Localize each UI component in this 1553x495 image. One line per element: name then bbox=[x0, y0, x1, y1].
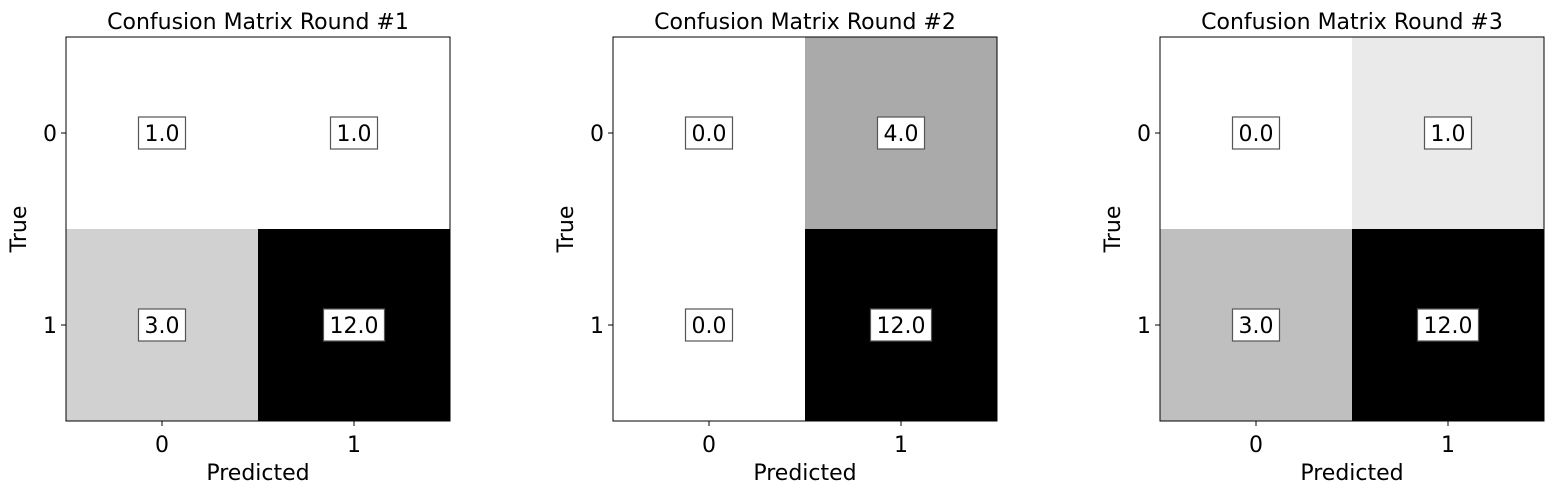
y-axis-label: True bbox=[1101, 206, 1126, 254]
cell-label-box bbox=[1416, 308, 1480, 342]
cell-value-label: 1.0 bbox=[145, 122, 180, 147]
x-tick-label: 1 bbox=[894, 433, 908, 458]
cell-value-label: 0.0 bbox=[692, 122, 727, 147]
cell-value-label: 4.0 bbox=[884, 122, 919, 147]
y-tick-label: 1 bbox=[590, 314, 604, 339]
x-tick-label: 1 bbox=[347, 433, 361, 458]
cell-label-box bbox=[137, 308, 187, 342]
x-axis-label: Predicted bbox=[206, 461, 309, 486]
cell-value-label: 1.0 bbox=[1431, 122, 1466, 147]
cell-value-label: 12.0 bbox=[1424, 314, 1473, 339]
y-tick-label: 0 bbox=[590, 122, 604, 147]
cell-value-label: 12.0 bbox=[330, 314, 379, 339]
y-tick-label: 1 bbox=[43, 314, 57, 339]
cell-label-box bbox=[684, 116, 734, 150]
chart-title: Confusion Matrix Round #2 bbox=[654, 10, 956, 35]
cell-value-label: 1.0 bbox=[337, 122, 372, 147]
x-tick-label: 0 bbox=[1249, 433, 1263, 458]
chart-title: Confusion Matrix Round #3 bbox=[1201, 10, 1503, 35]
y-axis-label: True bbox=[554, 206, 579, 254]
y-tick-label: 0 bbox=[1137, 122, 1151, 147]
cell-label-box bbox=[329, 116, 379, 150]
y-tick-label: 1 bbox=[1137, 314, 1151, 339]
plot-frame bbox=[612, 36, 998, 422]
y-tick-label: 0 bbox=[43, 122, 57, 147]
y-axis-label: True bbox=[7, 206, 32, 254]
x-axis-label: Predicted bbox=[753, 461, 856, 486]
confusion-matrix-panel-3: 0.0 1.0 3.0 12.0 0 1 0 1 Confusion Matrix Round … bbox=[1101, 10, 1545, 486]
x-tick-label: 0 bbox=[702, 433, 716, 458]
cell-label-box bbox=[322, 308, 386, 342]
cell-label-box bbox=[684, 308, 734, 342]
confusion-matrix-panel-2: 0.0 4.0 0.0 12.0 0 1 0 1 Confusion Matrix Round … bbox=[554, 10, 998, 486]
cell-label-box bbox=[1231, 116, 1281, 150]
plot-frame bbox=[1159, 36, 1545, 422]
plot-frame bbox=[65, 36, 451, 422]
x-tick-label: 0 bbox=[155, 433, 169, 458]
cell-value-label: 3.0 bbox=[1239, 314, 1274, 339]
cell-label-box bbox=[876, 116, 926, 150]
cell-label-box bbox=[1423, 116, 1473, 150]
cell-label-box bbox=[869, 308, 933, 342]
cell-label-box bbox=[137, 116, 187, 150]
x-axis-label: Predicted bbox=[1300, 461, 1403, 486]
confusion-matrix-panel-1: 1.0 1.0 3.0 12.0 0 1 0 1 Confusion Matrix Round … bbox=[7, 10, 451, 486]
x-tick-label: 1 bbox=[1441, 433, 1455, 458]
cell-value-label: 0.0 bbox=[692, 314, 727, 339]
cell-label-box bbox=[1231, 308, 1281, 342]
cell-value-label: 0.0 bbox=[1239, 122, 1274, 147]
chart-title: Confusion Matrix Round #1 bbox=[107, 10, 409, 35]
cell-value-label: 12.0 bbox=[877, 314, 926, 339]
cell-value-label: 3.0 bbox=[145, 314, 180, 339]
